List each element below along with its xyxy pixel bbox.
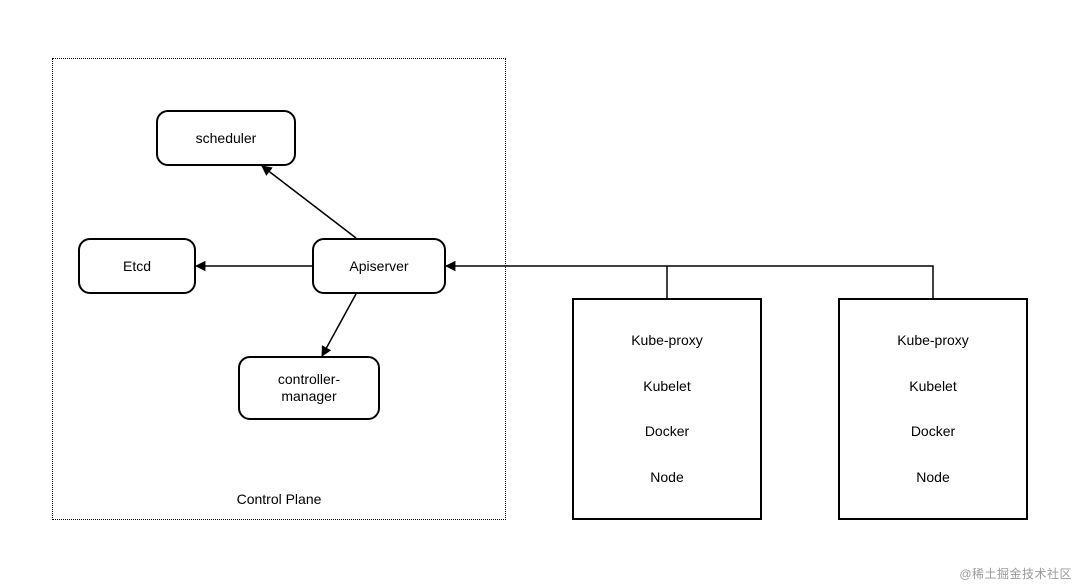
control-plane-label: Control Plane	[53, 491, 505, 508]
worker-node-2: Kube-proxy Kubelet Docker Node	[838, 298, 1028, 520]
scheduler-node: scheduler	[156, 110, 296, 166]
node-1-docker: Docker	[645, 423, 689, 440]
node-1-kube-proxy: Kube-proxy	[631, 332, 703, 349]
controller-manager-node: controller-manager	[238, 356, 380, 420]
node-2-kubelet: Kubelet	[909, 378, 956, 395]
diagram-canvas: Control Plane scheduler Etcd Apiserver c…	[0, 0, 1080, 588]
apiserver-node: Apiserver	[312, 238, 446, 294]
etcd-node: Etcd	[78, 238, 196, 294]
node-2-kube-proxy: Kube-proxy	[897, 332, 969, 349]
worker-node-1: Kube-proxy Kubelet Docker Node	[572, 298, 762, 520]
node-2-node: Node	[916, 469, 949, 486]
scheduler-label: scheduler	[196, 130, 257, 147]
edge-nodes-to-apiserver	[446, 266, 933, 298]
node-1-node: Node	[650, 469, 683, 486]
etcd-label: Etcd	[123, 258, 151, 275]
controller-manager-label: controller-manager	[278, 371, 340, 405]
watermark: @稀土掘金技术社区	[959, 565, 1072, 582]
apiserver-label: Apiserver	[349, 258, 408, 275]
node-2-docker: Docker	[911, 423, 955, 440]
node-1-kubelet: Kubelet	[643, 378, 690, 395]
